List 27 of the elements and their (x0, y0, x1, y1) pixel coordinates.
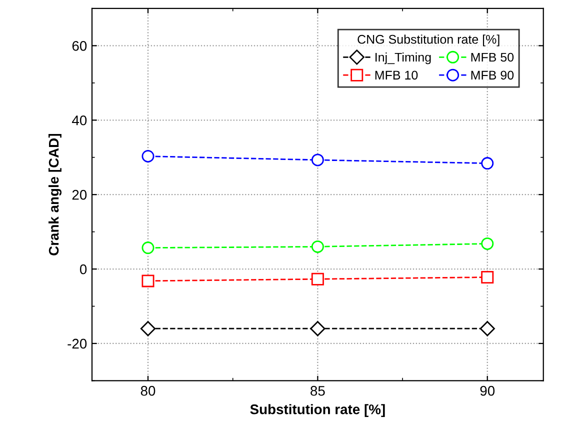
point (140, 321, 156, 336)
point (311, 154, 324, 166)
y-tick-label: 60 (72, 41, 87, 51)
point (311, 272, 324, 286)
point (310, 321, 326, 336)
point (142, 242, 154, 254)
point (142, 274, 154, 288)
y-tick-label: 20 (72, 190, 87, 200)
legend-label: MFB 90 (471, 70, 514, 80)
legend-title: CNG Substitution rate [%] (358, 34, 500, 46)
x-axis-title: Substitution rate [%] (250, 404, 385, 418)
x-tick-label: 80 (140, 386, 156, 396)
y-tick-label: -20 (68, 338, 87, 349)
y-tick-label: 40 (72, 115, 87, 126)
point (480, 321, 495, 336)
point (481, 237, 494, 250)
y-tick-label: 0 (80, 264, 87, 274)
legend-label: MFB 50 (471, 52, 514, 62)
legend-label: MFB 10 (375, 70, 418, 80)
point (142, 150, 154, 162)
point (311, 240, 324, 253)
x-tick-label: 85 (310, 386, 325, 396)
y-axis-title: Crank angle [CAD] (48, 134, 62, 256)
point (481, 270, 494, 284)
x-tick-label: 90 (480, 386, 495, 396)
legend-label: Inj_Timing (376, 52, 431, 64)
point (481, 157, 494, 170)
